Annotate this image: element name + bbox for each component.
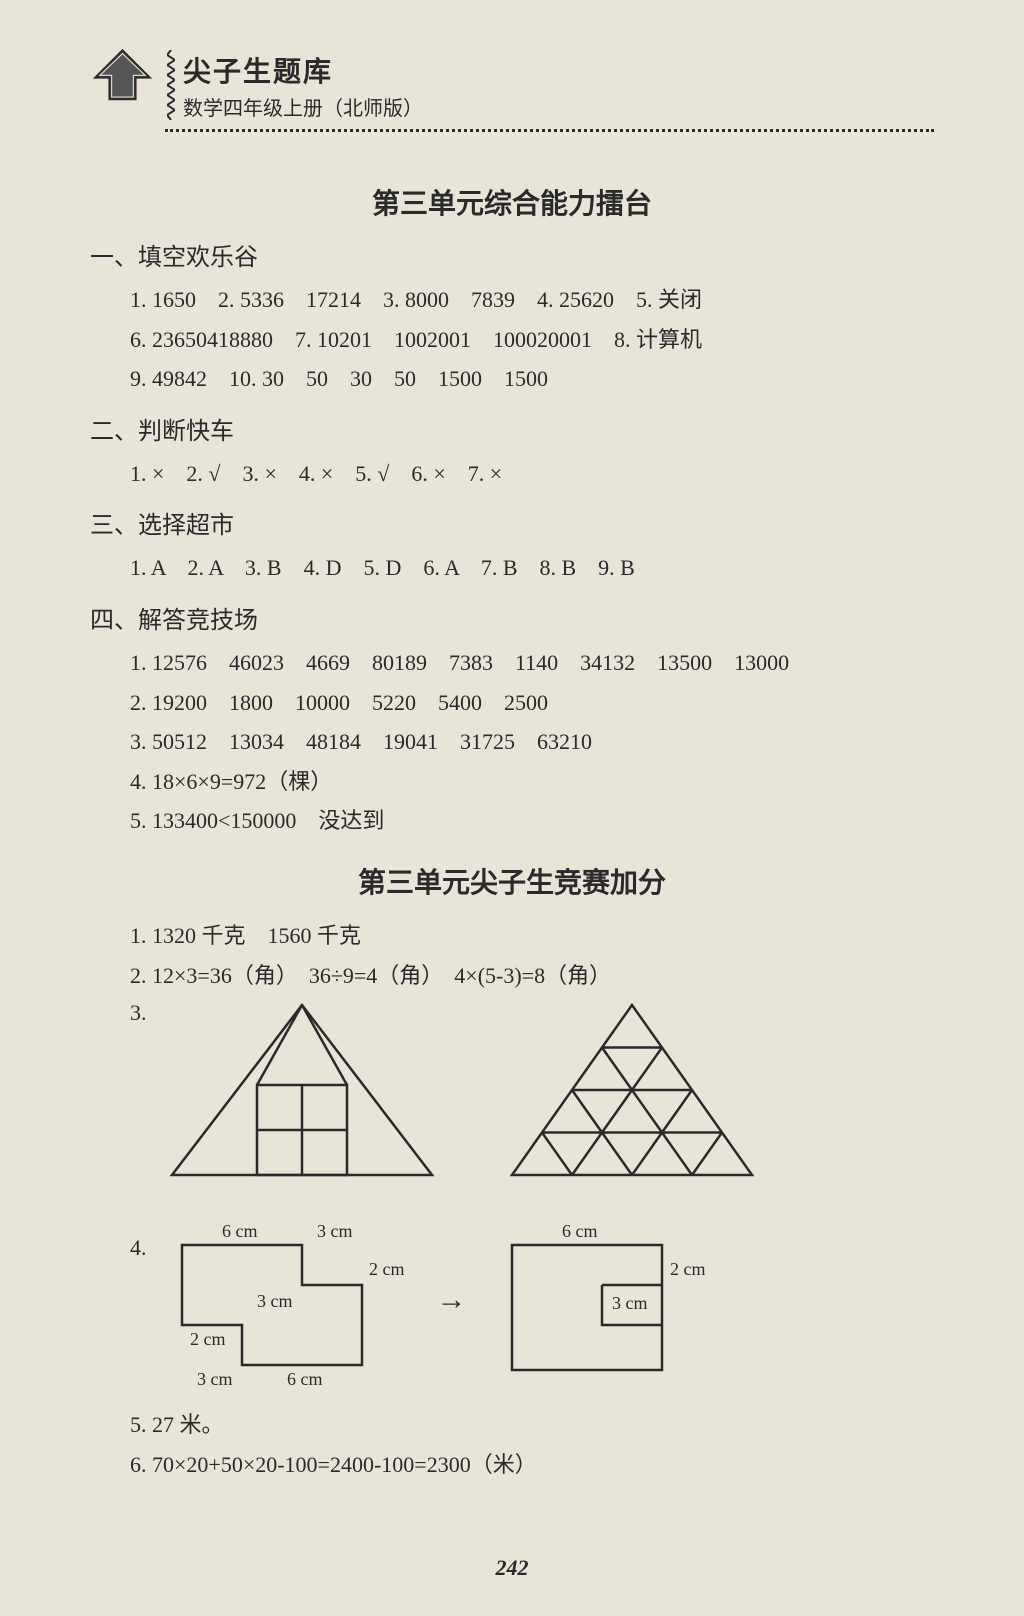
label2-2cm: 2 cm (670, 1259, 706, 1279)
sub4-line1: 1. 12576 46023 4669 80189 7383 1140 3413… (130, 643, 934, 683)
triangle-diagram-2 (502, 1000, 762, 1180)
label-3cm-top: 3 cm (317, 1221, 353, 1241)
square-notch-diagram: 6 cm 2 cm 3 cm (492, 1215, 722, 1385)
section2-title: 第三单元尖子生竞赛加分 (90, 861, 934, 901)
page-number: 242 (0, 1555, 1024, 1581)
zigzag-icon (167, 50, 175, 120)
arrow-right-icon: → (437, 1283, 467, 1317)
sub1-title: 一、填空欢乐谷 (90, 237, 934, 272)
sub1-line3: 9. 49842 10. 30 50 30 50 1500 1500 (130, 359, 934, 399)
label2-3cm: 3 cm (612, 1293, 648, 1313)
sub4-line4: 4. 18×6×9=972（棵） (130, 762, 934, 802)
sub4-line2: 2. 19200 1800 10000 5220 5400 2500 (130, 683, 934, 723)
section1-title: 第三单元综合能力擂台 (90, 182, 934, 222)
label-6cm-top: 6 cm (222, 1221, 258, 1241)
subsection-2: 二、判断快车 1. × 2. √ 3. × 4. × 5. √ 6. × 7. … (90, 411, 934, 494)
q4-label: 4. (130, 1235, 147, 1261)
s2-line1: 1. 1320 千克 1560 千克 (130, 916, 934, 956)
q4-diagram-row: 4. 6 cm 3 cm 2 cm 3 cm 2 cm 3 cm 6 cm → … (130, 1215, 934, 1385)
sub2-title: 二、判断快车 (90, 411, 934, 446)
subsection-1: 一、填空欢乐谷 1. 1650 2. 5336 17214 3. 8000 78… (90, 237, 934, 399)
subsection-3: 三、选择超市 1. A 2. A 3. B 4. D 5. D 6. A 7. … (90, 505, 934, 588)
q3-diagram-row: 3. (130, 1000, 934, 1180)
label-3cm-bot: 3 cm (197, 1369, 233, 1385)
sub1-line1: 1. 1650 2. 5336 17214 3. 8000 7839 4. 25… (130, 280, 934, 320)
step-shape-diagram: 6 cm 3 cm 2 cm 3 cm 2 cm 3 cm 6 cm (162, 1215, 412, 1385)
label-3cm-mid: 3 cm (257, 1291, 293, 1311)
arrow-icon (90, 45, 155, 110)
sub4-title: 四、解答竞技场 (90, 600, 934, 635)
label-2cm-right: 2 cm (369, 1259, 405, 1279)
s2-line2: 2. 12×3=36（角） 36÷9=4（角） 4×(5-3)=8（角） (130, 956, 934, 996)
triangle-diagram-1 (162, 1000, 442, 1180)
q3-label: 3. (130, 1000, 147, 1026)
sub1-line2: 6. 23650418880 7. 10201 1002001 10002000… (130, 320, 934, 360)
header-title: 尖子生题库 (183, 50, 423, 90)
sub4-line5: 5. 133400<150000 没达到 (130, 801, 934, 841)
label2-6cm: 6 cm (562, 1221, 598, 1241)
header-text-block: 尖子生题库 数学四年级上册（北师版） (183, 50, 423, 121)
header-subtitle: 数学四年级上册（北师版） (183, 92, 423, 121)
sub2-line1: 1. × 2. √ 3. × 4. × 5. √ 6. × 7. × (130, 454, 934, 494)
dotted-divider (165, 129, 934, 132)
subsection-4: 四、解答竞技场 1. 12576 46023 4669 80189 7383 1… (90, 600, 934, 841)
s2-line6: 6. 70×20+50×20-100=2400-100=2300（米） (130, 1445, 934, 1485)
sub3-line1: 1. A 2. A 3. B 4. D 5. D 6. A 7. B 8. B … (130, 548, 934, 588)
sub4-line3: 3. 50512 13034 48184 19041 31725 63210 (130, 722, 934, 762)
label-2cm-left: 2 cm (190, 1329, 226, 1349)
s2-line5: 5. 27 米。 (130, 1405, 934, 1445)
sub3-title: 三、选择超市 (90, 505, 934, 540)
page-header: 尖子生题库 数学四年级上册（北师版） (90, 50, 934, 121)
label-6cm-bot: 6 cm (287, 1369, 323, 1385)
